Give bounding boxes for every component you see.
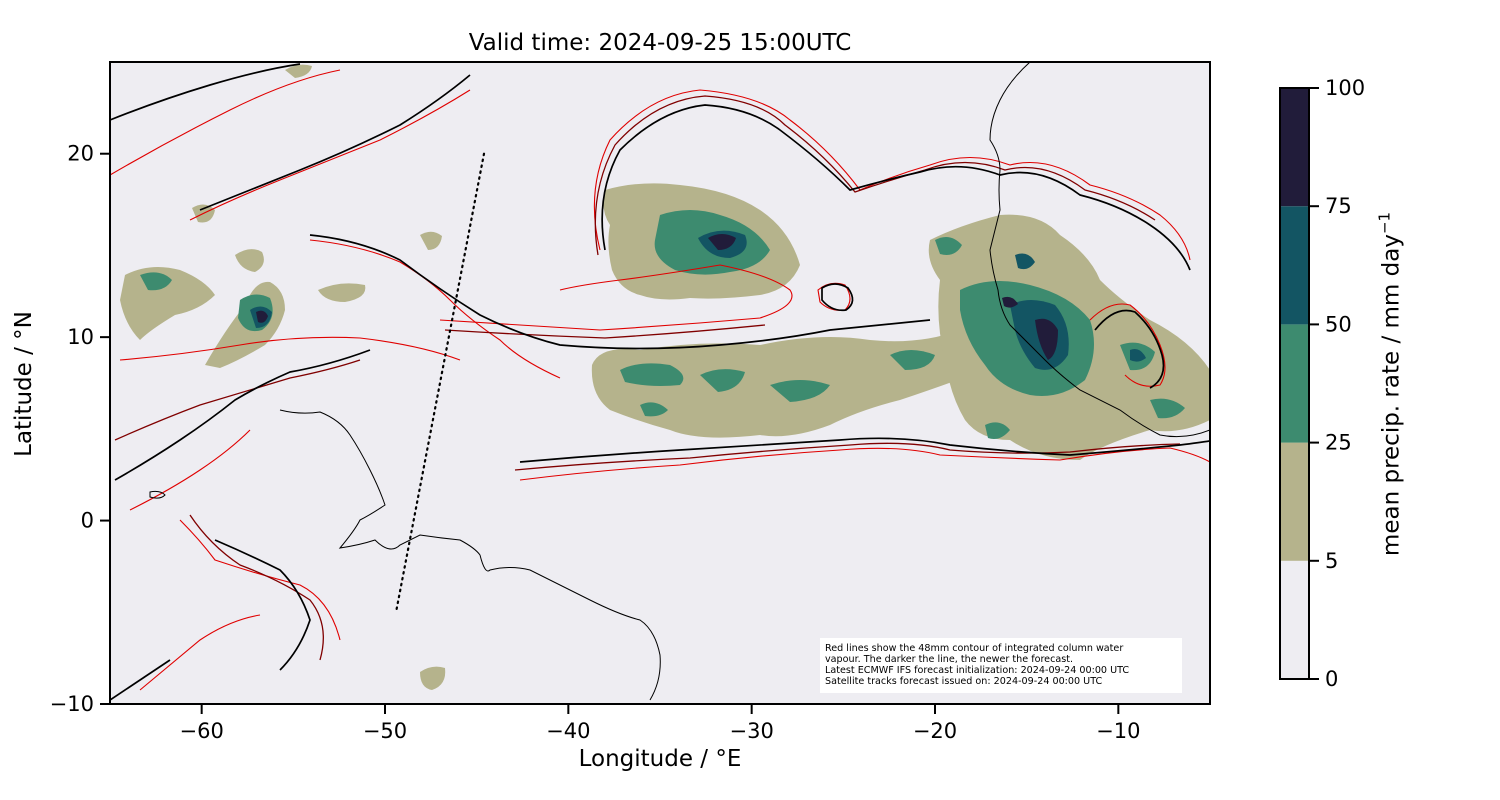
legend-note-line: vapour. The darker the line, the newer t… (825, 654, 1074, 665)
legend-note-line: Red lines show the 48mm contour of integ… (825, 643, 1124, 654)
iwv-contour-mid-itcz-north (444, 324, 766, 339)
iwv-contour-old-west-2 (110, 69, 341, 176)
iwv-contour-new-south-west (110, 659, 171, 701)
map-title: Valid time: 2024-09-25 15:00UTC (468, 30, 852, 56)
iwv-contour-old-west-1 (309, 239, 561, 379)
precip-region-central-atlantic (591, 290, 1010, 438)
colorbar-label-exponent: −1 (1375, 211, 1394, 235)
colorbar-bin (1280, 88, 1309, 207)
legend-note-line: Latest ECMWF IFS forecast initialization… (825, 665, 1130, 676)
coastlines (149, 62, 1210, 701)
colorbar-tick-label: 25 (1325, 431, 1352, 455)
colorbar-tick-label: 0 (1325, 667, 1338, 691)
precip-cell-band-5 (890, 350, 935, 370)
precip-cell-african-5 (985, 422, 1010, 439)
map-content (110, 62, 1210, 701)
y-tick-label: −10 (50, 692, 94, 716)
satellite-track (394, 152, 486, 614)
x-tick-label: −30 (730, 719, 774, 743)
iwv-contour-new-south-1 (214, 539, 311, 671)
precip-core-african-3 (1130, 349, 1146, 362)
iwv-contours-old (110, 69, 1210, 691)
iwv-contour-mid-north-loop (594, 95, 1156, 256)
y-axis-ticks: −10 0 10 20 (50, 142, 110, 716)
precip-cell-caribbean (140, 272, 172, 291)
precip-region-north-edge (285, 64, 312, 78)
iwv-contour-old-south-2 (139, 614, 261, 691)
precip-peak-west (256, 310, 268, 323)
precip-region-small-2 (318, 283, 366, 302)
y-tick-label: 20 (67, 142, 94, 166)
x-tick-label: −10 (1096, 719, 1140, 743)
precip-region-west-north (235, 249, 264, 272)
colorbar-tick-label: 75 (1325, 194, 1352, 218)
precip-region-south (420, 666, 446, 690)
colorbar-frame (1279, 87, 1310, 680)
x-tick-label: −50 (363, 719, 407, 743)
precip-region-caribbean (120, 266, 215, 340)
colorbar-tick-label: 50 (1325, 312, 1352, 336)
legend-note: Red lines show the 48mm contour of integ… (820, 638, 1182, 693)
y-axis-label: Latitude / °N (11, 311, 37, 457)
legend-note-line: Satellite tracks forecast issued on: 202… (825, 676, 1103, 687)
colorbar-bin (1280, 206, 1309, 325)
iwv-contour-mid-itcz-south (514, 442, 1181, 471)
iwv-contour-old-itcz-north (439, 264, 793, 331)
colorbar-bin (1280, 324, 1309, 443)
iwv-contour-new-africa (1094, 309, 1165, 389)
precip-cell-african-4 (1150, 398, 1185, 419)
iwv-contour-new-west-1 (110, 63, 301, 121)
iwv-contour-mid-south (189, 514, 324, 661)
colorbar-bin (1280, 442, 1309, 561)
precip-class-75-100 (256, 234, 1058, 360)
precip-cell-band-1 (620, 363, 684, 386)
precip-cell-band-2 (700, 369, 745, 392)
colorbar: 0 5 25 50 75 100 (1279, 76, 1365, 691)
iwv-contour-new-itcz-south (519, 437, 1210, 463)
y-tick-label: 10 (67, 325, 94, 349)
precip-peak-african-2 (1002, 296, 1018, 308)
coastline-west-africa (989, 62, 1210, 438)
colorbar-bin (1280, 560, 1309, 679)
iwv-contour-old-africa-ring (1089, 303, 1166, 387)
colorbar-label: mean precip. rate / mm day−1 (1376, 212, 1405, 556)
colorbar-tick-label: 100 (1325, 76, 1365, 100)
iwv-contour-new-small-ring (821, 283, 854, 312)
coastline-caribbean-island (149, 490, 166, 499)
precip-peak-north (708, 234, 736, 250)
iwv-contour-old-north-west (189, 89, 471, 221)
iwv-contour-mid-west-1 (114, 359, 361, 441)
colorbar-label-text: mean precip. rate / mm day (1378, 234, 1405, 557)
iwv-contour-old-itcz-south (519, 447, 1210, 481)
iwv-contour-old-west-3 (119, 336, 461, 361)
precip-region-small-3 (420, 231, 442, 250)
precip-peak-african (1035, 318, 1058, 360)
iwv-contour-new-west-3 (114, 349, 371, 481)
iwv-contour-new-north-loop (601, 104, 1191, 271)
x-tick-label: −20 (913, 719, 957, 743)
iwv-contour-new-west-2 (199, 74, 471, 211)
coastline-south-america (279, 409, 661, 701)
precip-core-african-2 (1015, 253, 1035, 270)
colorbar-tick-label: 5 (1325, 549, 1338, 573)
iwv-contours-mid (114, 95, 1181, 661)
y-tick-label: 0 (81, 509, 94, 533)
precip-cell-african-2 (935, 236, 962, 255)
x-tick-label: −40 (546, 719, 590, 743)
iwv-contour-new-itcz-north (309, 234, 931, 350)
x-axis-label: Longitude / °E (578, 746, 742, 772)
map-frame (109, 61, 1211, 705)
precip-class-25-50 (140, 210, 1185, 439)
x-tick-label: −60 (180, 719, 224, 743)
precip-cell-band-4 (640, 402, 668, 417)
iwv-contours-new (110, 63, 1210, 701)
precip-cell-band-3 (770, 380, 830, 402)
x-axis-ticks: −60 −50 −40 −30 −20 −10 (180, 704, 1140, 743)
